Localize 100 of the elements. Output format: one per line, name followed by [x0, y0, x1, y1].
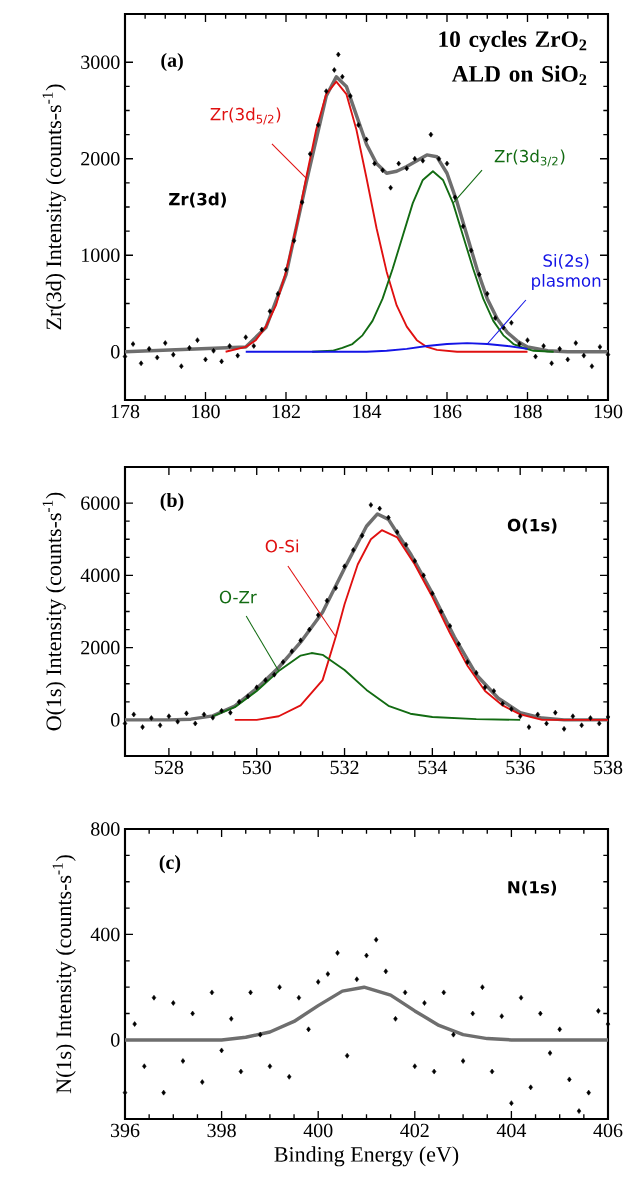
- point: [430, 590, 435, 597]
- point: [383, 968, 388, 975]
- y-tick-label: 2000: [81, 152, 120, 166]
- x-tick-label: 186: [433, 404, 462, 419]
- annotation: (c): [159, 855, 181, 874]
- point: [316, 612, 321, 618]
- x-tick-label: 534: [418, 760, 448, 775]
- y-tick-label: 800: [91, 822, 120, 836]
- x-tick-label: 532: [330, 760, 359, 775]
- point: [201, 711, 207, 718]
- point: [538, 1010, 543, 1017]
- point: [456, 641, 461, 647]
- point: [190, 1010, 195, 1017]
- point: [489, 1068, 495, 1075]
- annotation: Zr(3d): [169, 192, 226, 208]
- y-axis-title: N(1s) Intensity (counts-s$^{-1}$): [52, 855, 76, 1094]
- point: [184, 710, 189, 717]
- point: [298, 637, 303, 644]
- point: [597, 720, 602, 727]
- point: [482, 684, 488, 691]
- point: [528, 1084, 533, 1091]
- text: O-Si: [265, 539, 299, 553]
- y-tick-label: 0: [111, 345, 120, 359]
- annotation: (b): [160, 492, 184, 512]
- point: [238, 1068, 244, 1075]
- point: [157, 722, 163, 729]
- point: [465, 659, 470, 665]
- point: [335, 950, 340, 956]
- point: [351, 547, 356, 553]
- annotation: O(1s): [507, 518, 557, 534]
- point: [588, 715, 593, 721]
- point: [236, 699, 242, 705]
- point: [586, 1089, 591, 1096]
- point: [267, 1063, 273, 1070]
- x-tick-label: 402: [400, 1123, 429, 1138]
- x-tick-label: 178: [111, 404, 140, 419]
- point: [553, 709, 558, 716]
- point: [325, 971, 331, 977]
- point: [277, 984, 282, 990]
- point: [421, 572, 426, 579]
- point: [470, 1010, 475, 1017]
- y-tick-label: 0: [111, 1033, 120, 1047]
- point: [263, 677, 268, 683]
- x-tick-label: 528: [155, 760, 184, 775]
- point: [386, 514, 391, 521]
- point: [412, 1063, 417, 1070]
- point: [579, 722, 584, 729]
- point: [596, 1008, 601, 1014]
- point: [509, 1100, 514, 1106]
- x-tick-label: 406: [593, 1123, 623, 1138]
- point: [272, 671, 277, 678]
- y-axis-title: Zr(3d) Intensity (counts-s$^{-1}$): [42, 84, 66, 330]
- annotation: N(1s): [508, 880, 557, 896]
- point: [557, 1026, 562, 1033]
- point: [345, 1052, 350, 1059]
- point: [561, 726, 567, 732]
- x-tick-label: 400: [303, 1123, 333, 1138]
- point: [175, 718, 180, 725]
- point: [526, 724, 532, 730]
- point: [131, 711, 136, 718]
- y-tick-label: 400: [90, 927, 120, 942]
- point: [258, 1031, 263, 1038]
- point: [200, 1079, 205, 1085]
- point: [431, 1068, 437, 1075]
- text: O-Zr: [219, 590, 257, 604]
- point: [289, 648, 295, 655]
- x-tick-label: 536: [506, 760, 535, 775]
- point: [377, 505, 382, 512]
- point: [142, 1063, 147, 1070]
- point: [296, 994, 302, 1001]
- x-tick-label: 538: [594, 760, 623, 775]
- y-axis-title: O(1s) Intensity (counts-s$^{-1}$): [42, 492, 66, 731]
- x-tick-label: 182: [272, 404, 300, 419]
- text: Si(2s) plasmon: [532, 253, 601, 291]
- point: [395, 529, 400, 535]
- point: [248, 989, 253, 996]
- x-tick-label: 180: [192, 404, 220, 419]
- x-tick-label: 404: [496, 1123, 527, 1138]
- point: [605, 1021, 611, 1027]
- x-axis-title: Binding Energy (eV): [274, 1146, 459, 1167]
- point: [307, 626, 312, 633]
- point: [280, 659, 286, 665]
- point: [316, 979, 321, 985]
- point: [149, 715, 154, 721]
- point: [393, 1016, 398, 1022]
- point: [460, 1058, 466, 1064]
- x-tick-label: 396: [110, 1123, 140, 1138]
- line-series: [123, 985, 610, 1042]
- point: [441, 989, 446, 996]
- point: [324, 597, 330, 604]
- point: [209, 989, 215, 996]
- y-tick-label: 2000: [81, 640, 120, 655]
- point: [132, 1021, 137, 1027]
- point: [166, 713, 172, 720]
- point: [491, 688, 496, 694]
- x-tick-label: 398: [207, 1123, 236, 1138]
- point: [306, 1026, 311, 1033]
- point: [509, 706, 514, 712]
- x-tick-label: 184: [353, 404, 382, 419]
- point: [500, 700, 505, 707]
